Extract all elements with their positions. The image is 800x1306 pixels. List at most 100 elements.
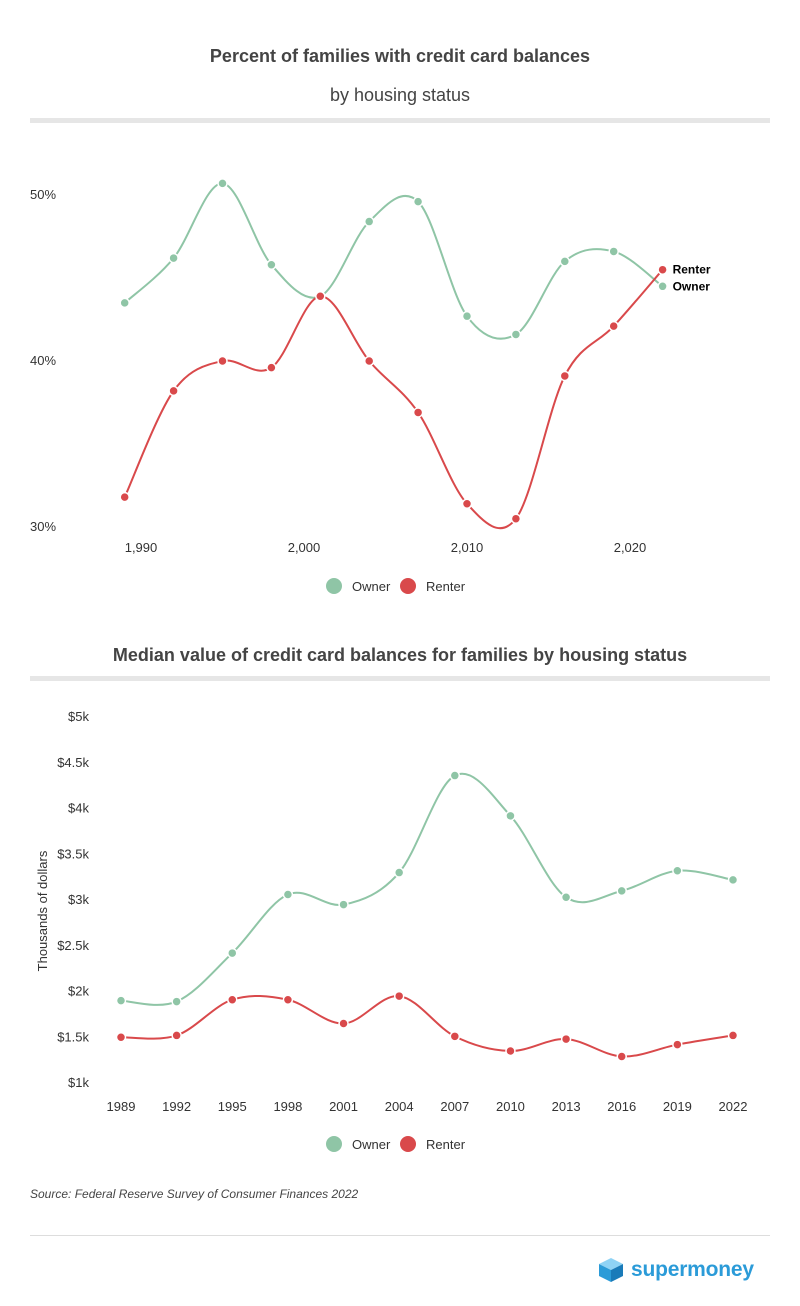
data-point-owner — [282, 889, 294, 900]
data-point-renter — [115, 1032, 127, 1043]
legend-label-renter: Renter — [426, 1137, 466, 1152]
chart2-title: Median value of credit card balances for… — [112, 645, 688, 665]
data-point-owner — [608, 246, 619, 257]
x-tick-label: 2004 — [385, 1099, 414, 1114]
data-point-renter — [393, 990, 405, 1002]
chart1-title: Percent of families with credit card bal… — [209, 46, 591, 66]
y-tick-label: $4.5k — [57, 755, 89, 770]
data-point-owner — [171, 996, 182, 1007]
data-point-owner — [217, 178, 228, 189]
data-point-renter — [171, 1030, 182, 1041]
data-point-renter — [672, 1039, 683, 1050]
y-tick-label: $5k — [68, 709, 89, 724]
x-tick-label: 2,010 — [451, 540, 484, 555]
data-point-renter — [727, 1030, 739, 1041]
data-point-owner — [227, 947, 238, 959]
y-tick-label: $2k — [68, 984, 89, 999]
data-point-renter — [315, 291, 326, 302]
data-point-owner — [449, 770, 461, 781]
legend-marker-owner — [326, 578, 342, 594]
data-point-owner — [168, 252, 179, 264]
data-point-owner — [338, 899, 349, 910]
data-point-renter — [412, 407, 424, 418]
data-point-renter — [119, 491, 130, 503]
data-point-owner — [115, 995, 127, 1006]
x-tick-label: 2001 — [329, 1099, 358, 1114]
data-point-owner — [393, 867, 405, 878]
data-point-owner — [119, 297, 130, 309]
brand-logo[interactable]: supermoney — [597, 1256, 754, 1284]
data-point-renter — [217, 355, 228, 367]
x-tick-label: 2016 — [607, 1099, 636, 1114]
data-point-owner — [672, 865, 683, 876]
y-tick-label: 40% — [30, 353, 56, 368]
x-tick-label: 2022 — [719, 1099, 748, 1114]
data-point-owner — [363, 216, 375, 227]
cube-icon — [599, 1258, 623, 1282]
legend-marker-renter — [400, 1136, 416, 1152]
data-point-renter — [227, 994, 238, 1005]
data-point-renter — [266, 362, 277, 373]
data-point-renter — [449, 1031, 461, 1042]
x-tick-label: 2,020 — [614, 540, 647, 555]
data-point-owner — [657, 281, 668, 292]
data-point-owner — [727, 874, 739, 886]
data-point-owner — [510, 329, 522, 340]
y-tick-label: 30% — [30, 519, 56, 534]
end-label-renter: Renter — [673, 263, 711, 277]
data-point-owner — [412, 196, 424, 207]
data-point-owner — [505, 810, 516, 822]
footer-divider — [30, 1235, 770, 1236]
y-tick-label: $3.5k — [57, 846, 89, 861]
chart2-plot: $1k $1.5k $2k $2.5k $3k $3.5k $4k $4.5k $5k Thous… — [35, 709, 748, 1152]
source-note: Source: Federal Reserve Survey of Consum… — [30, 1187, 359, 1201]
y-tick-label: $4k — [68, 801, 89, 816]
data-point-renter — [510, 513, 522, 524]
legend-label-owner: Owner — [352, 1137, 391, 1152]
data-point-renter — [560, 1033, 572, 1045]
legend-label-renter: Renter — [426, 579, 466, 594]
data-point-owner — [559, 256, 571, 267]
data-point-renter — [657, 264, 668, 275]
series-line-owner — [124, 182, 664, 340]
chart2-header-divider — [30, 676, 770, 681]
chart1-plot: 30% 40% 50% 1,990 2,000 2,010 2,020 Renter Owner… — [30, 178, 711, 594]
y-tick-label: 50% — [30, 187, 56, 202]
data-point-renter — [505, 1045, 516, 1057]
data-point-owner — [560, 892, 572, 903]
data-point-renter — [282, 994, 294, 1005]
legend-marker-renter — [400, 578, 416, 594]
x-tick-label: 1992 — [162, 1099, 191, 1114]
x-tick-label: 2010 — [496, 1099, 525, 1114]
x-tick-label: 2,000 — [288, 540, 321, 555]
series-line-renter — [123, 269, 664, 530]
legend-marker-owner — [326, 1136, 342, 1152]
data-point-owner — [266, 259, 277, 270]
x-tick-label: 1989 — [107, 1099, 136, 1114]
series-line-owner — [120, 772, 734, 1006]
y-axis-label: Thousands of dollars — [35, 850, 50, 971]
data-point-renter — [616, 1051, 627, 1062]
y-tick-label: $1k — [68, 1075, 89, 1090]
data-point-renter — [461, 498, 473, 510]
chart1-subtitle: by housing status — [329, 85, 471, 105]
data-point-renter — [559, 370, 571, 382]
legend-label-owner: Owner — [352, 579, 391, 594]
end-label-owner: Owner — [673, 279, 711, 293]
x-tick-label: 1995 — [218, 1099, 247, 1114]
data-point-renter — [363, 355, 375, 367]
data-point-renter — [608, 320, 619, 332]
series-line-renter — [120, 995, 734, 1058]
brand-name: supermoney — [631, 1258, 754, 1281]
y-tick-label: $2.5k — [57, 938, 89, 953]
y-tick-label: $1.5k — [57, 1029, 89, 1044]
x-tick-label: 1998 — [273, 1099, 302, 1114]
x-tick-label: 2019 — [663, 1099, 692, 1114]
x-tick-label: 2013 — [552, 1099, 581, 1114]
data-point-owner — [616, 885, 627, 897]
data-point-owner — [461, 310, 473, 322]
chart1-header-divider — [30, 118, 770, 123]
x-tick-label: 1,990 — [125, 540, 158, 555]
y-tick-label: $3k — [68, 892, 89, 907]
data-point-renter — [338, 1018, 349, 1029]
